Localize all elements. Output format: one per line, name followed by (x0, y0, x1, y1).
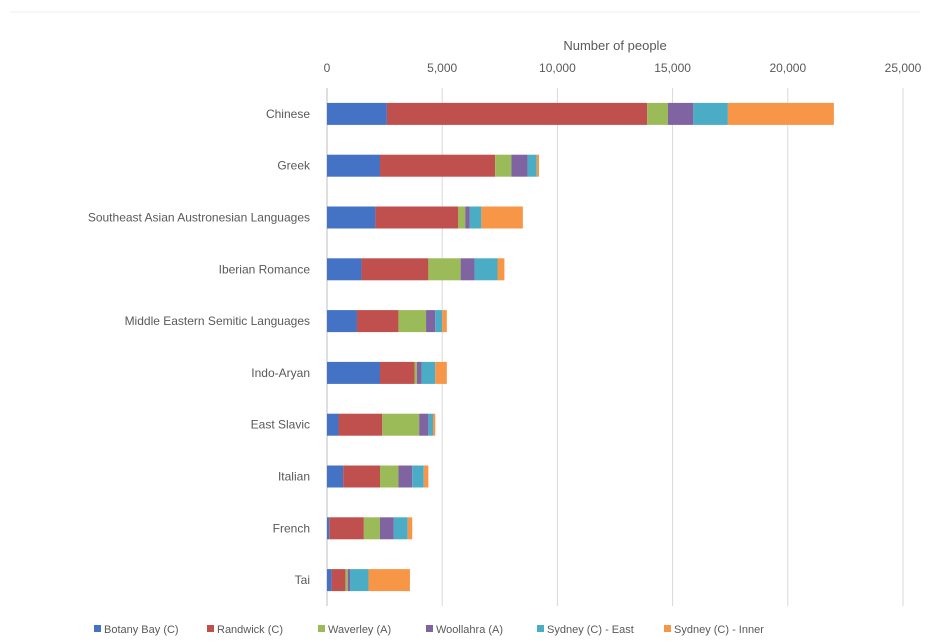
bar-segment (511, 154, 528, 177)
category-label: Indo-Aryan (251, 366, 310, 380)
legend-label: Botany Bay (C) (104, 624, 179, 636)
bar-segment (412, 465, 424, 488)
bar-segment (363, 517, 380, 540)
bar-segment (327, 258, 362, 281)
bar-segment (398, 310, 427, 333)
bar-segment (458, 206, 466, 229)
bar-segment (379, 465, 399, 488)
bar-segment (393, 517, 408, 540)
bar-segment (398, 465, 413, 488)
category-label: Greek (277, 159, 311, 173)
bar-segment (350, 569, 369, 592)
category-label: Middle Eastern Semitic Languages (125, 314, 310, 328)
category-label: Italian (278, 470, 310, 484)
bar-segment (347, 569, 351, 592)
bar-segment (382, 413, 420, 436)
x-tick-label: 0 (324, 61, 331, 75)
bar-segment (368, 569, 410, 592)
legend-label: Waverley (A) (328, 624, 391, 636)
bar-segment (379, 517, 394, 540)
bar-segment (338, 413, 383, 436)
bar-segment (327, 102, 387, 125)
bar-segment (327, 465, 344, 488)
x-tick-label: 5,000 (427, 61, 457, 75)
legend-swatch (318, 625, 325, 632)
bar-segment (527, 154, 537, 177)
bar-segment (327, 154, 380, 177)
legend-label: Sydney (C) - East (547, 624, 634, 636)
x-tick-label: 20,000 (769, 61, 806, 75)
bar-segment (495, 154, 512, 177)
bar-segment (379, 361, 415, 384)
x-axis-ticks: 0 5,000 10,000 15,000 20,000 25,000 (324, 61, 922, 75)
bar-segment (428, 258, 461, 281)
bar-segment (331, 569, 346, 592)
legend-swatch (207, 625, 214, 632)
bar-segment (423, 465, 429, 488)
legend-label: Randwick (C) (217, 624, 283, 636)
bars (327, 102, 834, 592)
bar-segment (469, 206, 482, 229)
bar-segment (536, 154, 539, 177)
bar-segment (386, 102, 648, 125)
bar-segment (432, 413, 436, 436)
bar-segment (426, 310, 436, 333)
bar-segment (428, 413, 433, 436)
bar-segment (647, 102, 668, 125)
legend: Botany Bay (C) Randwick (C) Waverley (A) Wo… (94, 624, 764, 636)
legend-swatch (664, 625, 671, 632)
category-label: French (273, 521, 310, 535)
category-label: East Slavic (251, 418, 310, 432)
legend-label: Sydney (C) - Inner (674, 624, 764, 636)
bar-segment (327, 517, 330, 540)
bar-segment (435, 361, 447, 384)
bar-segment (414, 361, 417, 384)
legend-swatch (537, 625, 544, 632)
bar-segment (327, 569, 332, 592)
legend-label: Woollahra (A) (436, 624, 503, 636)
category-label: Southeast Asian Austronesian Languages (88, 211, 310, 225)
category-label: Tai (295, 573, 310, 587)
bar-segment (460, 258, 475, 281)
bar-segment (727, 102, 834, 125)
bar-segment (379, 154, 496, 177)
bar-segment (465, 206, 470, 229)
bar-segment (435, 310, 443, 333)
bar-segment (693, 102, 728, 125)
bar-segment (361, 258, 429, 281)
x-tick-label: 15,000 (654, 61, 691, 75)
x-tick-label: 25,000 (885, 61, 922, 75)
bar-segment (497, 258, 505, 281)
bar-segment (481, 206, 523, 229)
bar-segment (356, 310, 399, 333)
bar-segment (667, 102, 694, 125)
legend-swatch (94, 625, 101, 632)
bar-segment (343, 465, 380, 488)
bar-segment (327, 310, 357, 333)
bar-segment (416, 361, 422, 384)
legend-swatch (426, 625, 433, 632)
x-tick-label: 10,000 (539, 61, 576, 75)
bar-segment (407, 517, 413, 540)
bar-segment (327, 206, 376, 229)
bar-segment (375, 206, 459, 229)
bar-segment (327, 413, 339, 436)
category-label: Chinese (266, 107, 310, 121)
bar-segment (474, 258, 498, 281)
category-label: Iberian Romance (219, 262, 311, 276)
bar-segment (442, 310, 447, 333)
bar-segment (345, 569, 348, 592)
x-axis-label: Number of people (563, 38, 666, 53)
bar-segment (327, 361, 380, 384)
category-labels: Chinese Greek Southeast Asian Austronesian… (88, 107, 311, 587)
bar-segment (329, 517, 364, 540)
bar-segment (419, 413, 429, 436)
bar-segment (421, 361, 436, 384)
